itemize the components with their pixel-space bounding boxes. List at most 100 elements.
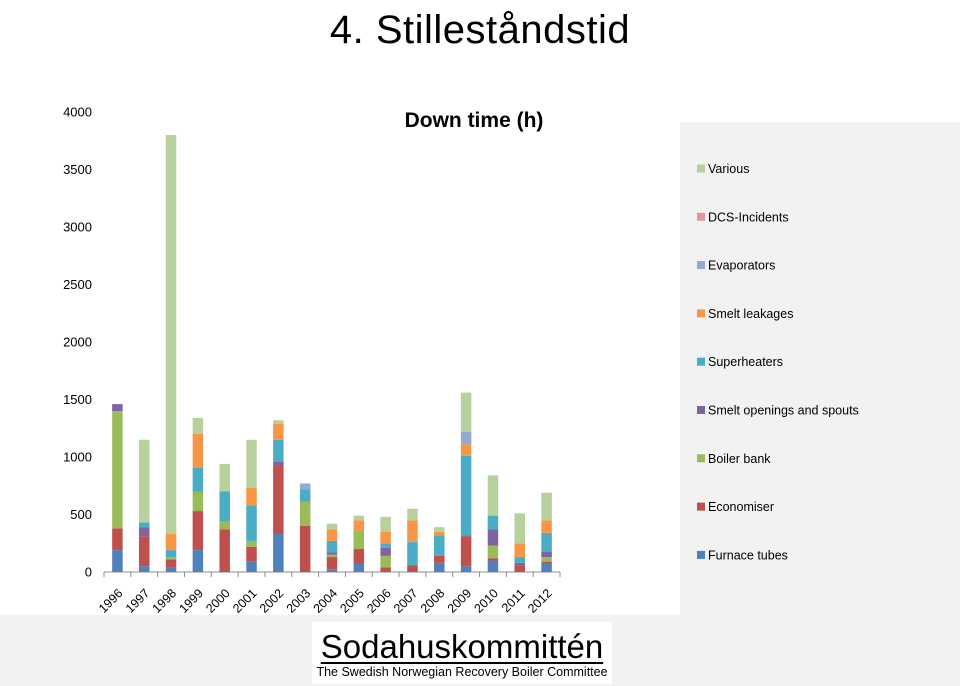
- legend-swatch: [697, 502, 705, 511]
- x-tick-label: 2006: [364, 586, 394, 616]
- legend-swatch: [697, 550, 705, 559]
- bar-segment: [541, 520, 552, 533]
- bar-segment: [353, 515, 365, 521]
- bar-segment: [165, 559, 177, 568]
- legend-swatch: [697, 212, 705, 221]
- bar-segment: [326, 529, 338, 541]
- bar-segment: [353, 520, 365, 531]
- bar-segment: [514, 565, 526, 572]
- bar-segment: [112, 528, 123, 551]
- slide-title: 4. Stilleståndstid: [329, 8, 631, 52]
- bar-segment: [326, 557, 338, 570]
- bar-segment: [434, 527, 445, 532]
- bar-segment: [273, 534, 284, 572]
- y-tick-label: 500: [70, 507, 92, 522]
- y-tick-label: 0: [85, 565, 92, 580]
- legend-swatch: [697, 454, 705, 463]
- bar-segment: [407, 542, 418, 566]
- y-tick-label: 1000: [63, 450, 92, 465]
- bar-segment: [246, 488, 257, 506]
- bar-segment: [380, 547, 391, 556]
- bar-segment: [299, 526, 311, 572]
- bar-segment: [514, 513, 526, 544]
- x-tick-label: 2002: [257, 586, 287, 616]
- legend-swatch: [697, 406, 705, 414]
- logo-subtitle: The Swedish Norwegian Recovery Boiler Co…: [316, 665, 608, 679]
- bar-segment: [541, 532, 552, 552]
- bar-segment: [192, 467, 204, 492]
- bar-segment: [460, 535, 472, 537]
- bar-segment: [273, 439, 284, 462]
- y-tick-label: 2500: [63, 277, 92, 292]
- bar-segment: [380, 531, 391, 544]
- x-tick-label: 2001: [230, 586, 260, 616]
- bar-segment: [434, 531, 445, 536]
- y-tick-label: 3000: [63, 220, 92, 235]
- bar-segment: [380, 516, 391, 532]
- bar-segment: [112, 411, 123, 529]
- downtime-chart: Down time (h) 0 500 1000 1500 2000 2500 3000 35…: [63, 105, 859, 616]
- bar-segment: [326, 569, 338, 572]
- x-tick-label: 2003: [284, 586, 314, 616]
- bar-segment: [407, 508, 418, 521]
- bar-segment: [353, 563, 365, 572]
- x-tick-label: 1996: [96, 586, 126, 616]
- bar-segment: [112, 550, 123, 572]
- bar-segment: [380, 555, 391, 568]
- bar-segment: [460, 444, 472, 456]
- bar-segment: [487, 558, 499, 561]
- bar-segment: [541, 557, 552, 562]
- bar-segment: [165, 557, 177, 560]
- legend-label: Smelt leakages: [708, 307, 793, 321]
- x-tick-label: 1999: [176, 586, 206, 616]
- x-tick-label: 2011: [499, 586, 528, 615]
- legend-swatch: [697, 357, 705, 366]
- committee-logo: Sodahuskommittén The Swedish Norwegian R…: [312, 622, 612, 684]
- bar-segment: [460, 536, 472, 567]
- bar-segment: [326, 540, 338, 553]
- bar-segment: [541, 551, 552, 558]
- bar-segment: [246, 561, 257, 572]
- legend-label: Boiler bank: [708, 452, 771, 466]
- bar-segment: [380, 543, 391, 548]
- x-tick-label: 2000: [203, 586, 233, 616]
- bar-segment: [487, 545, 499, 559]
- chart-title: Down time (h): [405, 109, 544, 132]
- y-axis: 0 500 1000 1500 2000 2500 3000 3500 4000: [63, 105, 92, 580]
- bar-segment: [460, 566, 472, 572]
- x-tick-label: 1997: [123, 586, 153, 616]
- x-tick-label: 2009: [445, 586, 475, 616]
- bar-segment: [138, 536, 150, 567]
- bar-segment: [246, 505, 257, 541]
- bar-segment: [219, 491, 230, 522]
- bar-segment: [165, 567, 177, 572]
- bar-segment: [487, 515, 499, 530]
- bar-segment: [353, 530, 365, 549]
- bar-segment: [165, 135, 177, 535]
- bar-segment: [165, 534, 177, 551]
- bar-segment: [192, 550, 204, 572]
- bar-segment: [246, 546, 257, 562]
- bar-segment: [514, 562, 526, 566]
- x-axis: 1996199719981999200020012002200320042005…: [96, 571, 561, 616]
- legend-label: Economiser: [708, 500, 774, 514]
- x-tick-label: 2010: [471, 586, 501, 616]
- bar-segment: [138, 527, 150, 537]
- bar-segment: [138, 566, 150, 572]
- y-tick-label: 2000: [63, 335, 92, 350]
- bar-segment: [299, 489, 311, 502]
- bar-segment: [541, 492, 552, 521]
- x-tick-label: 2012: [525, 586, 555, 616]
- bar-segment: [273, 420, 284, 424]
- bar-segment: [299, 501, 311, 526]
- bar-segment: [541, 561, 552, 564]
- logo-name: Sodahuskommittén: [320, 628, 604, 665]
- bar-segment: [514, 557, 526, 563]
- bar-segment: [326, 554, 338, 558]
- bar-segment: [246, 540, 257, 547]
- bar-segment: [380, 567, 391, 572]
- bar-segment: [407, 565, 418, 572]
- legend-swatch: [697, 261, 705, 270]
- bar-segment: [326, 523, 338, 530]
- legend: Various DCS-Incidents Evaporators Smelt lea…: [697, 162, 859, 562]
